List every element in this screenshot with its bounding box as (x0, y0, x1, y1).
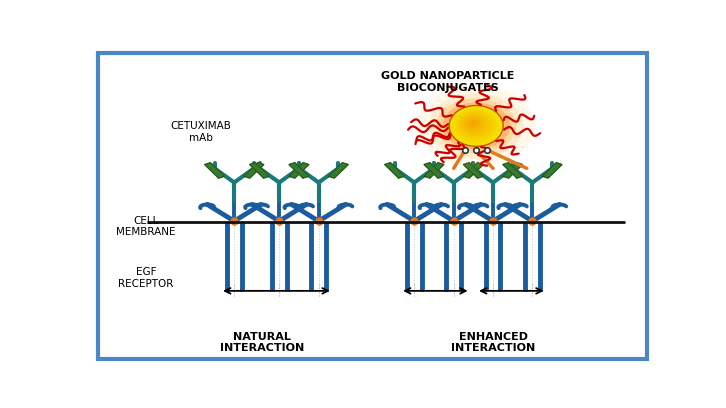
Ellipse shape (464, 117, 483, 131)
Polygon shape (385, 163, 404, 178)
Polygon shape (250, 163, 269, 178)
Ellipse shape (450, 106, 502, 145)
Polygon shape (542, 163, 562, 178)
Ellipse shape (452, 108, 499, 143)
Polygon shape (328, 163, 348, 178)
Ellipse shape (449, 106, 503, 146)
Ellipse shape (455, 110, 495, 140)
Ellipse shape (460, 114, 488, 135)
Text: EGF
RECEPTOR: EGF RECEPTOR (118, 268, 174, 289)
Polygon shape (424, 163, 444, 178)
Polygon shape (289, 163, 309, 178)
Text: ENHANCED
INTERACTION: ENHANCED INTERACTION (451, 332, 535, 353)
Text: CELL
MEMBRANE: CELL MEMBRANE (116, 216, 176, 237)
Ellipse shape (436, 98, 516, 153)
Ellipse shape (462, 115, 486, 133)
Ellipse shape (454, 109, 497, 142)
Polygon shape (503, 163, 523, 178)
Ellipse shape (458, 113, 491, 137)
Ellipse shape (466, 119, 480, 129)
Ellipse shape (468, 120, 478, 128)
Text: GOLD NANOPARTICLE
BIOCONJUGATES: GOLD NANOPARTICLE BIOCONJUGATES (381, 71, 515, 93)
Ellipse shape (417, 85, 536, 167)
Polygon shape (463, 163, 484, 178)
Ellipse shape (442, 102, 510, 149)
Polygon shape (244, 163, 264, 178)
Polygon shape (424, 163, 444, 178)
Ellipse shape (456, 111, 494, 139)
Polygon shape (503, 163, 523, 178)
Ellipse shape (469, 120, 477, 126)
Ellipse shape (457, 111, 492, 138)
Ellipse shape (428, 93, 523, 159)
Polygon shape (289, 163, 309, 178)
Polygon shape (463, 163, 484, 178)
Ellipse shape (463, 116, 484, 132)
Text: NATURAL
INTERACTION: NATURAL INTERACTION (220, 332, 304, 353)
Text: CETUXIMAB
mAb: CETUXIMAB mAb (170, 122, 231, 143)
Ellipse shape (470, 121, 476, 125)
Ellipse shape (471, 122, 473, 124)
Ellipse shape (465, 118, 481, 130)
Polygon shape (205, 163, 224, 178)
Ellipse shape (460, 113, 489, 136)
Ellipse shape (452, 107, 500, 144)
